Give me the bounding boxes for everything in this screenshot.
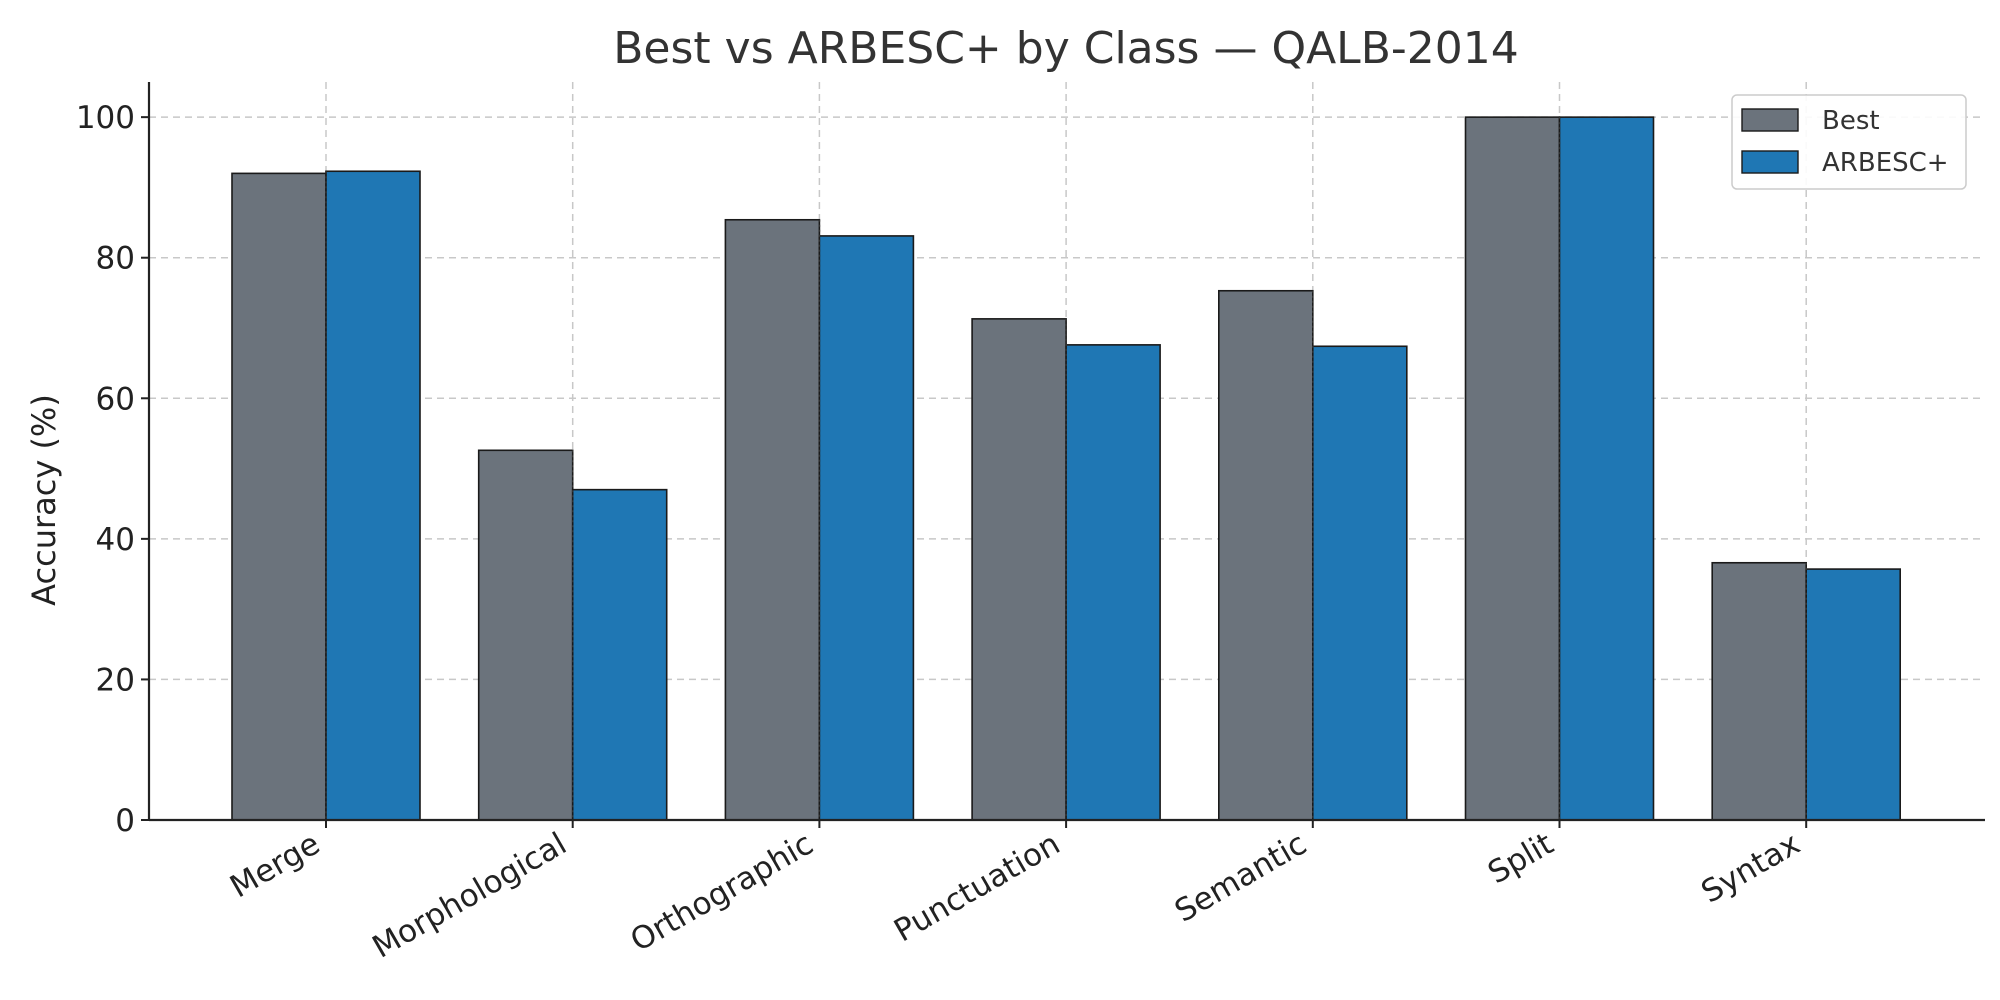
- legend-swatch: [1741, 150, 1799, 174]
- chart-title: Best vs ARBESC+ by Class — QALB-2014: [613, 23, 1519, 74]
- bar-arbesc--split: [1558, 116, 1655, 821]
- y-tick-label: 80: [96, 241, 135, 277]
- legend-swatch: [1741, 108, 1799, 132]
- x-tick-label: Merge: [224, 826, 326, 906]
- y-tick-label: 40: [96, 522, 135, 558]
- x-tick-label: Split: [1482, 826, 1560, 892]
- x-tick-label: Syntax: [1695, 826, 1806, 911]
- bar-best-morphological: [477, 449, 574, 821]
- legend-label: Best: [1822, 106, 1880, 136]
- x-tick-label: Semantic: [1169, 826, 1313, 930]
- bar-arbesc--punctuation: [1065, 344, 1161, 821]
- bar-best-syntax: [1711, 561, 1807, 821]
- y-axis-label: Accuracy (%): [25, 394, 63, 606]
- x-tick-label: Orthographic: [624, 826, 819, 959]
- y-tick-label: 20: [96, 662, 135, 698]
- legend: Best ARBESC+: [1731, 94, 1967, 190]
- y-tick-label: 100: [76, 100, 135, 136]
- bar-arbesc--syntax: [1805, 568, 1901, 821]
- bar-arbesc--semantic: [1312, 345, 1408, 821]
- bars: [231, 116, 1901, 821]
- bar-arbesc--orthographic: [818, 235, 915, 821]
- legend-label: ARBESC+: [1822, 148, 1949, 178]
- x-tick-label: Punctuation: [888, 826, 1066, 950]
- y-tick-label: 0: [115, 803, 135, 839]
- bar-best-orthographic: [724, 218, 821, 821]
- axes: [141, 82, 1985, 828]
- bar-best-split: [1464, 116, 1561, 821]
- bar-best-punctuation: [971, 318, 1067, 821]
- bar-arbesc--merge: [325, 170, 421, 821]
- bar-best-merge: [231, 172, 327, 821]
- bar-arbesc--morphological: [571, 488, 668, 821]
- bar-best-semantic: [1218, 289, 1314, 821]
- y-tick-label: 60: [96, 381, 135, 417]
- x-tick-label: Morphological: [367, 826, 573, 966]
